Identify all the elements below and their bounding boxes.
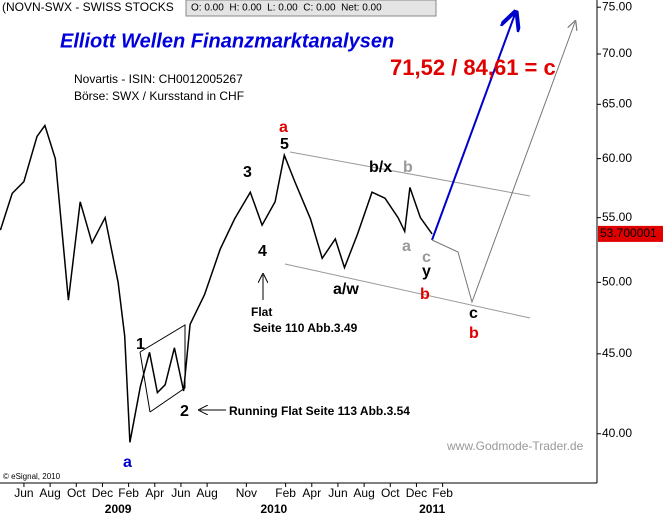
x-tick-label: Jun <box>328 486 347 500</box>
plot <box>0 123 433 443</box>
x-tick-label: Feb <box>275 486 296 500</box>
subtitle: Börse: SWX / Kursstand in CHF <box>74 89 244 103</box>
wave-label: a/w <box>333 281 359 298</box>
channel-upper <box>289 151 531 197</box>
wave-label: a <box>279 119 288 136</box>
x-tick-label: Feb <box>432 486 453 500</box>
x-year-label: 2010 <box>260 502 287 516</box>
x-tick-label: Aug <box>196 486 217 500</box>
channel-lower <box>284 263 531 319</box>
wave-label: b/x <box>369 159 392 176</box>
x-tick-label: Feb <box>118 486 139 500</box>
y-tick-label: 40.00 <box>602 426 632 440</box>
symbol: (NOVN-SWX - SWISS STOCKS <box>2 0 174 14</box>
x-tick-label: Jun <box>171 486 190 500</box>
x-tick-label: Dec <box>92 486 113 500</box>
x-year-label: 2011 <box>419 502 445 516</box>
wave-label: 5 <box>280 136 289 153</box>
target: 71,52 / 84,61 = c <box>390 55 556 80</box>
x-tick-label: Nov <box>236 486 257 500</box>
note: Running Flat Seite 113 Abb.3.54 <box>229 404 410 418</box>
y-tick-label: 50.00 <box>602 275 632 289</box>
note: Flat <box>251 305 272 319</box>
wave-label: a <box>123 454 132 471</box>
y-tick-label: 45.00 <box>602 346 632 360</box>
subtitle: Novartis - ISIN: CH0012005267 <box>74 72 243 86</box>
note: Seite 110 Abb.3.49 <box>253 321 358 335</box>
wave-label: b <box>469 325 479 342</box>
x-tick-label: Dec <box>406 486 427 500</box>
wave-label: 2 <box>180 403 189 420</box>
y-tick-label: 75.00 <box>602 0 632 13</box>
wave-label: 1 <box>136 336 145 353</box>
plot-area <box>0 0 597 483</box>
wave-label: y <box>422 263 431 280</box>
ohlc-box <box>185 0 437 17</box>
wave-label: a <box>402 238 411 255</box>
y-tick-label: 70.00 <box>602 46 632 60</box>
wave-label: 4 <box>258 243 267 260</box>
wave-label: b <box>403 159 413 176</box>
wave-label: 3 <box>243 164 252 181</box>
x-tick-label: Jun <box>14 486 33 500</box>
x-year-label: 2009 <box>105 502 132 516</box>
x-tick-label: Apr <box>302 486 321 500</box>
last-price-label: 53.700001 <box>600 226 657 240</box>
y-tick-label: 65.00 <box>602 96 632 110</box>
projection-blue <box>431 14 515 241</box>
wave-label: c <box>469 305 478 322</box>
x-tick-label: Aug <box>39 486 60 500</box>
watermark: www.Godmode-Trader.de <box>446 439 584 453</box>
projection-gray <box>431 22 575 304</box>
triangle <box>139 324 186 413</box>
x-tick-label: Aug <box>353 486 374 500</box>
wave-label: c <box>422 249 431 266</box>
last-price-box <box>598 225 663 242</box>
x-tick-label: Apr <box>145 486 164 500</box>
y-tick-label: 60.00 <box>602 151 632 165</box>
y-tick-label: 55.00 <box>602 210 632 224</box>
x-tick-label: Oct <box>381 486 400 500</box>
triangle-edge <box>139 351 151 413</box>
chart-title: Elliott Wellen Finanzmarktanalysen <box>60 30 394 52</box>
copyright: © eSignal, 2010 <box>3 472 61 481</box>
wave-label: b <box>420 286 430 303</box>
x-tick-label: Oct <box>67 486 86 500</box>
price-line <box>0 123 433 443</box>
ohlc: O: 0.00 H: 0.00 L: 0.00 C: 0.00 Net: 0.0… <box>191 3 382 14</box>
